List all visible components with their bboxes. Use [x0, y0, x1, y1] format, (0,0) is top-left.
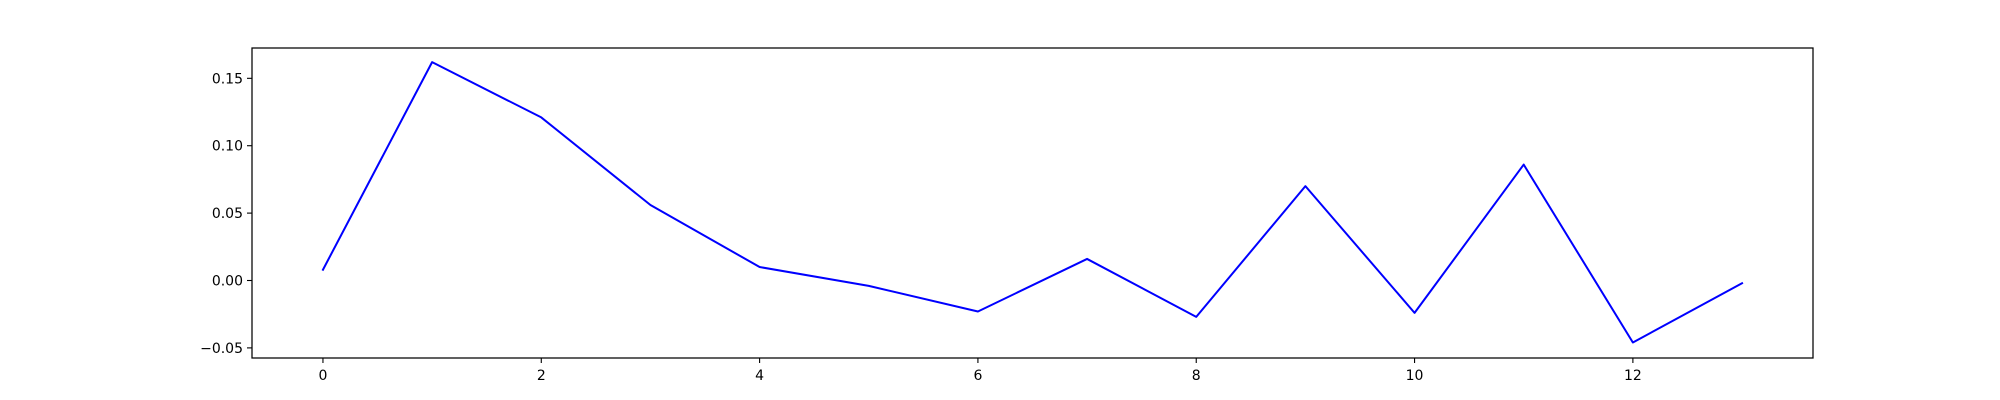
y-axis: −0.05 0.00 0.05 0.10 0.15 [200, 71, 252, 357]
x-tick-label: 8 [1192, 368, 1201, 384]
y-tick-label: 0.05 [212, 206, 243, 222]
x-tick-label: 2 [537, 368, 546, 384]
y-tick-label: 0.15 [212, 71, 243, 87]
x-axis: 0 2 4 6 8 10 12 [318, 358, 1642, 384]
series-layer [321, 61, 1744, 344]
x-tick-label: 4 [755, 368, 764, 384]
plot-area-frame [251, 47, 1814, 359]
y-tick-label: −0.05 [200, 341, 243, 357]
x-tick-label: 0 [318, 368, 327, 384]
series-line [321, 61, 1744, 344]
x-tick-label: 12 [1624, 368, 1642, 384]
y-tick-label: 0.10 [212, 139, 243, 155]
x-tick-label: 6 [973, 368, 982, 384]
x-tick-label: 10 [1406, 368, 1424, 384]
y-tick-label: 0.00 [212, 274, 243, 290]
